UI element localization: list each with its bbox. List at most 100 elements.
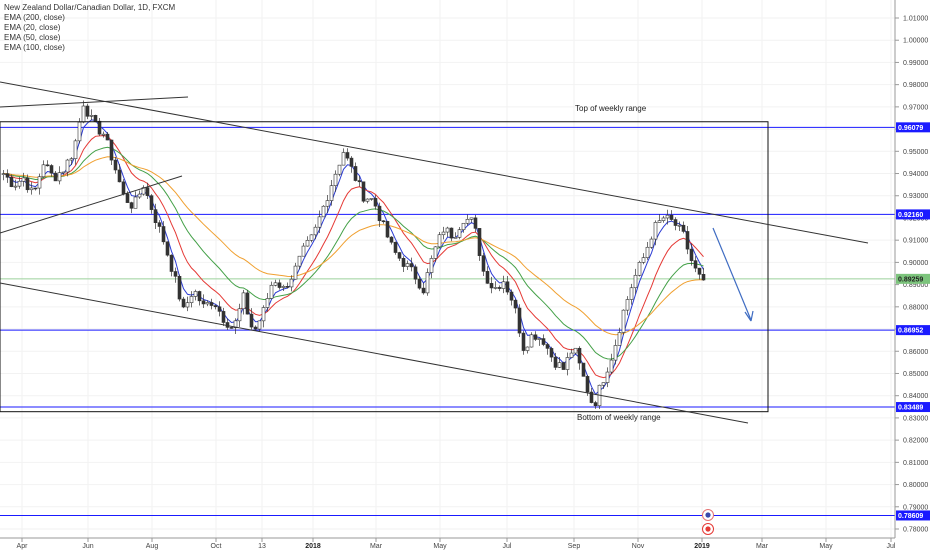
ema50-line [3, 135, 704, 379]
candle-body [369, 198, 374, 200]
candle-body [117, 169, 122, 183]
candle-body [77, 121, 82, 142]
candle-body [301, 245, 306, 257]
candle-body [21, 177, 26, 182]
candle-body [665, 214, 670, 219]
top-trend-line[interactable] [0, 96, 189, 108]
projection-arrow-head[interactable] [744, 310, 754, 322]
candle-body [553, 356, 558, 368]
candle-body [85, 105, 90, 117]
candle-body [25, 177, 30, 191]
candle-body [405, 263, 410, 267]
candle-body [149, 195, 154, 210]
candle-body [621, 309, 626, 333]
candle-body [425, 272, 430, 294]
price-tick-label: 0.90000 [903, 260, 928, 267]
upper-trend-line[interactable] [0, 81, 869, 244]
candle-body [557, 362, 562, 368]
candle-body [173, 271, 178, 277]
candle-body [89, 115, 94, 117]
time-tick-label: Aug [146, 543, 159, 550]
weekly-range-box[interactable] [0, 121, 769, 413]
candle-body [585, 376, 590, 393]
candle-body [477, 228, 482, 256]
candle-body [605, 371, 610, 383]
price-tick-label: 0.79000 [903, 504, 928, 511]
candle-body [537, 338, 542, 340]
candle-body [317, 216, 322, 228]
level-label: 0.92160 [898, 212, 923, 219]
price-tick-label: 0.82000 [903, 438, 928, 445]
candle-body [457, 229, 462, 238]
time-tick-label: Mar [370, 543, 383, 550]
lower-trend-line[interactable] [0, 282, 749, 424]
candle-body [81, 105, 86, 123]
candle-body [501, 281, 506, 289]
price-tick-label: 0.89000 [903, 282, 928, 289]
candle-body [289, 278, 294, 288]
candle-body [569, 352, 574, 358]
candle-body [253, 326, 258, 330]
candle-body [521, 332, 526, 351]
candle-body [509, 291, 514, 301]
candle-body [365, 198, 370, 202]
candle-body [193, 291, 198, 297]
candle-body [609, 359, 614, 373]
candle-body [469, 217, 474, 220]
candle-body [105, 133, 110, 141]
event-flags[interactable] [702, 509, 714, 535]
candle-body [377, 205, 382, 222]
trend-drawings[interactable] [0, 81, 869, 424]
price-tick-label: 0.80000 [903, 482, 928, 489]
candle-body [93, 115, 98, 122]
time-tick-label: Oct [211, 543, 222, 550]
candle-body [153, 209, 158, 223]
candle-body [689, 248, 694, 261]
candle-body [113, 159, 118, 171]
candle-body [549, 348, 554, 358]
legend-ema20: EMA (20, close) [4, 23, 61, 32]
candle-body [245, 292, 250, 315]
candle-body [169, 254, 174, 272]
candle-body [61, 171, 66, 174]
candle-body [545, 344, 550, 349]
candle-body [577, 347, 582, 364]
candle-body [161, 226, 166, 243]
candle-body [525, 346, 530, 351]
candle-body [41, 164, 46, 178]
candle-body [541, 338, 546, 345]
candle-body [5, 173, 10, 178]
candle-body [237, 308, 242, 322]
candle-body [189, 296, 194, 304]
candle-body [593, 402, 598, 407]
candle-body [673, 219, 678, 226]
candle-body [429, 258, 434, 273]
price-tick-label: 0.78000 [903, 527, 928, 534]
candle-body [333, 173, 338, 187]
candle-body [589, 391, 594, 403]
price-tick-label: 0.99000 [903, 60, 928, 67]
last-price-label-bg [896, 273, 930, 284]
level-label: 0.83489 [898, 405, 923, 412]
candle-body [681, 224, 686, 232]
price-axis[interactable]: 1.01000 1.00000 0.99000 0.98000 0.97000 0.960… [894, 0, 930, 538]
support-trend-line[interactable] [0, 175, 183, 234]
candle-body [465, 219, 470, 224]
candle-body [233, 320, 238, 329]
candle-body [229, 327, 234, 329]
projection-arrow-line[interactable] [712, 227, 752, 321]
candle-body [693, 260, 698, 269]
candle-body [293, 265, 298, 280]
chart-legend: New Zealand Dollar/Canadian Dollar, 1D, … [4, 3, 175, 53]
chart-grid [0, 0, 895, 538]
candle-body [73, 140, 78, 159]
horizontal-levels[interactable] [0, 126, 895, 516]
time-tick-label: Sep [568, 543, 581, 550]
time-tick-label: May [819, 543, 833, 550]
candle-body [277, 282, 282, 288]
candle-body [421, 287, 426, 294]
level-label-bg [896, 209, 930, 220]
candle-body [297, 255, 302, 267]
time-axis[interactable]: Apr Jun Aug Oct 13 2018 Mar May Jul Sep Nov 2019 Mar… [0, 537, 896, 550]
